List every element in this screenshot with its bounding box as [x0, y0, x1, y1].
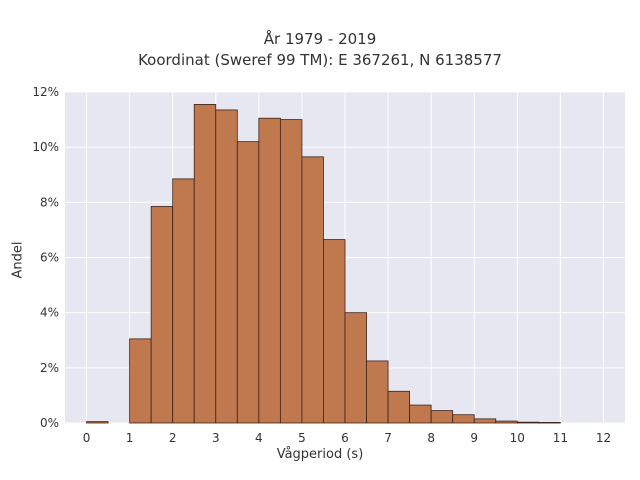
y-tick-label: 6%	[40, 251, 59, 265]
x-tick-label: 5	[298, 431, 306, 445]
histogram-bar	[473, 418, 497, 424]
histogram-bar	[172, 178, 195, 424]
x-tick-label: 11	[553, 431, 568, 445]
histogram-bar	[215, 109, 238, 424]
x-tick-label: 1	[126, 431, 134, 445]
histogram-bar	[430, 410, 454, 424]
histogram-bar	[86, 421, 109, 424]
histogram-bar	[409, 404, 432, 424]
histogram-bar	[452, 414, 475, 424]
x-tick-label: 0	[83, 431, 91, 445]
y-tick-label: 12%	[32, 85, 59, 99]
histogram-bar	[387, 390, 411, 424]
histogram-bar	[516, 421, 540, 424]
x-tick-label: 4	[255, 431, 263, 445]
x-tick-label: 12	[596, 431, 611, 445]
y-tick-label: 2%	[40, 361, 59, 375]
y-tick-label: 8%	[40, 195, 59, 209]
histogram-bar	[323, 239, 346, 424]
histogram-bar	[301, 156, 324, 424]
histogram-bar	[344, 312, 367, 424]
y-tick-label: 4%	[40, 306, 59, 320]
histogram-bar	[495, 420, 518, 424]
y-tick-label: 10%	[32, 140, 59, 154]
x-tick-label: 10	[510, 431, 525, 445]
x-tick-label: 2	[169, 431, 177, 445]
histogram-bar	[236, 141, 260, 424]
x-tick-label: 6	[341, 431, 349, 445]
chart-title: År 1979 - 2019	[263, 30, 377, 48]
histogram-bar	[258, 117, 281, 424]
x-tick-label: 8	[427, 431, 435, 445]
y-tick-label: 0%	[40, 416, 59, 430]
histogram-bar	[366, 360, 389, 424]
histogram-bar	[538, 422, 561, 424]
histogram-bar	[129, 338, 152, 424]
x-tick-label: 3	[212, 431, 220, 445]
x-axis-label: Vågperiod (s)	[276, 447, 364, 462]
chart-subtitle: Koordinat (Sweref 99 TM): E 367261, N 61…	[138, 51, 502, 69]
x-tick-label: 9	[470, 431, 478, 445]
y-axis-label: Andel	[10, 241, 26, 279]
histogram-bar	[193, 104, 217, 424]
x-tick-label: 7	[384, 431, 392, 445]
histogram-bar	[150, 206, 174, 424]
histogram-bar	[279, 119, 303, 424]
